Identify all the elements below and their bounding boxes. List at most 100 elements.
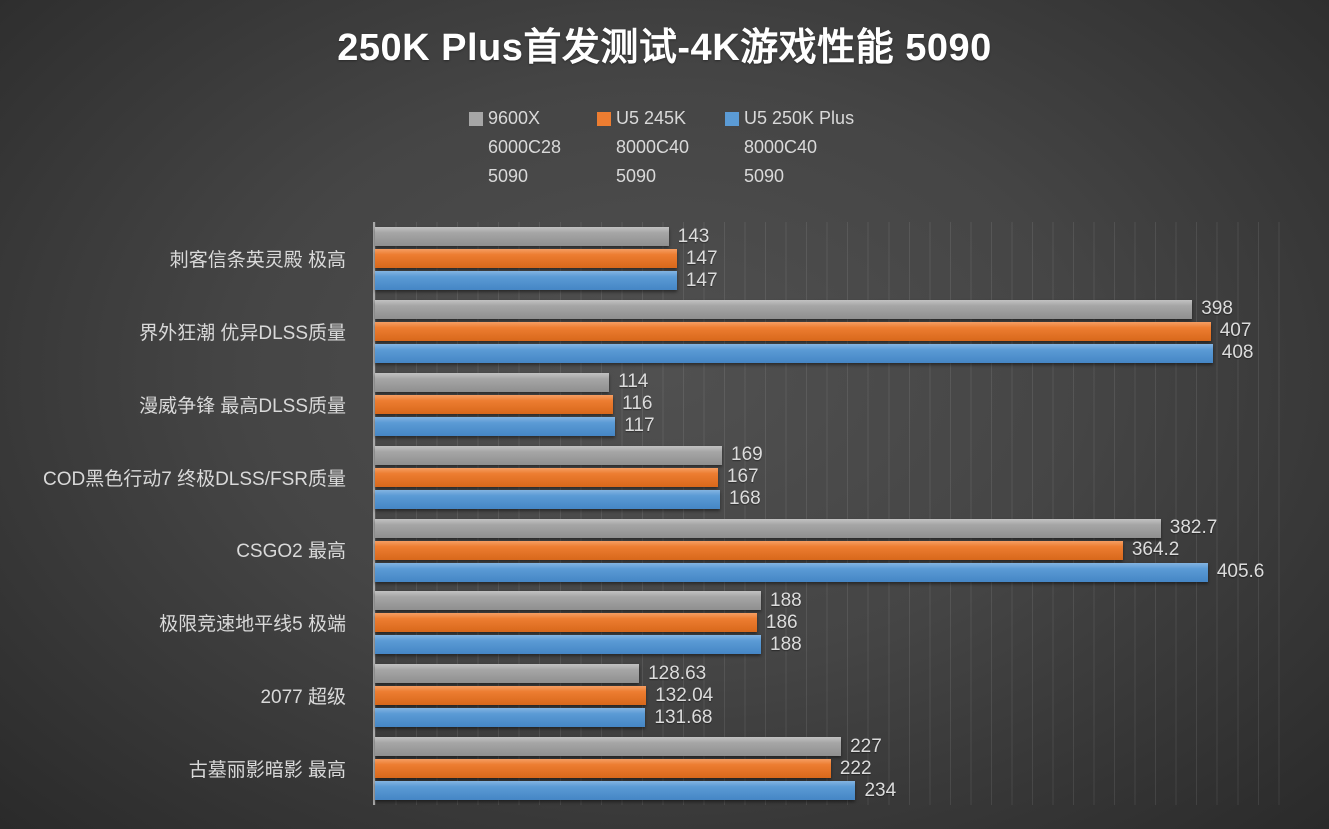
bar-orange bbox=[375, 321, 1211, 341]
value-label: 116 bbox=[622, 393, 653, 415]
category-label: 漫威争锋 最高DLSS质量 bbox=[139, 395, 346, 417]
bar-line: 131.68 bbox=[375, 706, 1299, 728]
legend-sublabel-memory: 8000C40 bbox=[744, 137, 818, 157]
category-label: COD黑色行动7 终极DLSS/FSR质量 bbox=[43, 468, 346, 490]
category-label: 古墓丽影暗影 最高 bbox=[188, 760, 346, 782]
bar-orange bbox=[375, 613, 757, 633]
value-label: 222 bbox=[839, 757, 872, 779]
legend-sublabel-memory: 8000C40 bbox=[616, 137, 690, 157]
bar-line: 168 bbox=[375, 488, 1299, 510]
legend-entry-9600x: 9600X 6000C28 5090 bbox=[469, 104, 597, 191]
bar-line: 234 bbox=[375, 779, 1299, 801]
legend-entry-u5-250k-plus: U5 250K Plus 8000C40 5090 bbox=[725, 104, 854, 191]
bar-orange bbox=[375, 467, 718, 487]
legend-sublabel-gpu: 5090 bbox=[488, 166, 529, 186]
bar-gray bbox=[375, 445, 722, 465]
bar-line: 128.63 bbox=[375, 662, 1299, 684]
category-label: 刺客信条英灵殿 极高 bbox=[169, 249, 346, 271]
bar-blue bbox=[375, 343, 1213, 363]
bar-blue bbox=[375, 562, 1208, 582]
bar-gray bbox=[375, 372, 610, 392]
bar-blue bbox=[375, 635, 762, 655]
value-label: 234 bbox=[864, 779, 897, 801]
bar-line: 143 bbox=[375, 225, 1299, 247]
value-label: 188 bbox=[770, 633, 802, 655]
bar-line: 132.04 bbox=[375, 684, 1299, 706]
value-label: 168 bbox=[728, 488, 761, 510]
bar-gray bbox=[375, 227, 669, 246]
value-label: 188 bbox=[770, 589, 802, 611]
bar-group: 143 147 147 bbox=[375, 222, 1299, 295]
bar-group: 227 222 234 bbox=[375, 732, 1299, 805]
legend-label: 9600X bbox=[488, 108, 541, 128]
bar-blue bbox=[375, 271, 677, 290]
value-label: 147 bbox=[685, 247, 718, 269]
value-label: 227 bbox=[850, 735, 882, 757]
bar-group: 398 407 408 bbox=[375, 295, 1299, 368]
bar-gray bbox=[375, 591, 762, 611]
bar-group: 114 116 117 bbox=[375, 368, 1299, 441]
value-label: 405.6 bbox=[1216, 561, 1265, 582]
bar-blue bbox=[375, 489, 720, 509]
bar-orange bbox=[375, 249, 677, 268]
bar-line: 227 bbox=[375, 735, 1299, 757]
bar-line: 186 bbox=[375, 611, 1299, 633]
bar-line: 408 bbox=[375, 342, 1299, 364]
value-label: 131.68 bbox=[654, 706, 713, 728]
value-label: 382.7 bbox=[1169, 517, 1218, 538]
legend-swatch-orange bbox=[597, 111, 611, 126]
value-label: 143 bbox=[677, 225, 710, 247]
value-label: 169 bbox=[731, 444, 763, 466]
legend-swatch-blue bbox=[725, 111, 739, 126]
bar-line: 188 bbox=[375, 589, 1299, 611]
legend-label: U5 250K Plus bbox=[744, 108, 855, 128]
bar-group: 188 186 188 bbox=[375, 586, 1299, 659]
bar-orange bbox=[375, 759, 831, 779]
chart-title: 250K Plus首发测试-4K游戏性能 5090 bbox=[337, 27, 992, 69]
category-label: CSGO2 最高 bbox=[236, 541, 346, 563]
bar-blue bbox=[375, 416, 616, 436]
legend-label: U5 245K bbox=[616, 108, 687, 128]
bar-blue bbox=[375, 781, 856, 801]
bar-line: 398 bbox=[375, 298, 1299, 319]
legend-sublabel-gpu: 5090 bbox=[616, 166, 657, 186]
bar-line: 405.6 bbox=[375, 561, 1299, 582]
bar-line: 364.2 bbox=[375, 539, 1299, 560]
legend-entry-u5-245k: U5 245K 8000C40 5090 bbox=[597, 104, 725, 191]
bar-line: 188 bbox=[375, 633, 1299, 655]
bar-gray bbox=[375, 518, 1161, 538]
bar-line: 222 bbox=[375, 757, 1299, 779]
legend-sublabel-gpu: 5090 bbox=[744, 166, 785, 186]
value-label: 117 bbox=[624, 415, 655, 437]
legend-sublabel-memory: 6000C28 bbox=[488, 137, 562, 157]
bar-line: 407 bbox=[375, 320, 1299, 342]
bar-gray bbox=[375, 664, 640, 684]
bar-line: 167 bbox=[375, 466, 1299, 488]
bar-gray bbox=[375, 737, 842, 757]
legend-swatch-gray bbox=[469, 111, 483, 126]
bar-orange bbox=[375, 686, 647, 706]
plot-area: 143 147 147 398 407 408 114 116 117 169 167 168 382.… bbox=[373, 222, 1299, 805]
bar-line: 147 bbox=[375, 269, 1299, 291]
bar-group: 128.63 132.04 131.68 bbox=[375, 659, 1299, 732]
value-label: 186 bbox=[765, 611, 798, 633]
legend: 9600X 6000C28 5090 U5 245K 8000C40 5090 … bbox=[469, 104, 854, 191]
bar-group: 382.7 364.2 405.6 bbox=[375, 514, 1299, 587]
value-label: 407 bbox=[1219, 320, 1252, 342]
category-label: 2077 超级 bbox=[260, 687, 346, 709]
value-label: 132.04 bbox=[655, 684, 714, 706]
value-label: 364.2 bbox=[1131, 539, 1180, 560]
value-label: 408 bbox=[1221, 342, 1254, 364]
value-label: 114 bbox=[618, 371, 649, 393]
bar-gray bbox=[375, 299, 1193, 319]
bar-line: 117 bbox=[375, 415, 1299, 437]
bar-group: 169 167 168 bbox=[375, 441, 1299, 514]
bar-orange bbox=[375, 394, 614, 414]
category-label: 界外狂潮 优异DLSS质量 bbox=[139, 322, 346, 344]
value-label: 167 bbox=[726, 466, 759, 488]
value-label: 147 bbox=[685, 269, 718, 291]
value-label: 128.63 bbox=[648, 662, 707, 684]
bar-line: 169 bbox=[375, 444, 1299, 466]
bar-line: 382.7 bbox=[375, 517, 1299, 538]
